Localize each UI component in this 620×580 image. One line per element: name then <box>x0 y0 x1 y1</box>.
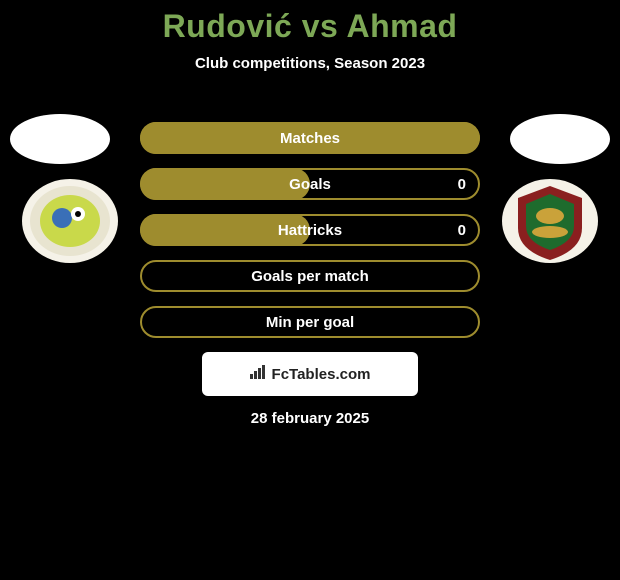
brand-chart-icon <box>250 365 268 383</box>
club-left-badge <box>20 178 120 264</box>
stat-bar-min-per-goal: Min per goal <box>140 306 480 338</box>
page-title: Rudović vs Ahmad <box>0 0 620 45</box>
stat-bar-matches: Matches <box>140 122 480 154</box>
stat-bars: MatchesGoals0Hattricks0Goals per matchMi… <box>140 122 480 352</box>
stat-bar-label: Min per goal <box>140 306 480 338</box>
brand-box: FcTables.com <box>202 352 418 396</box>
subtitle: Club competitions, Season 2023 <box>0 55 620 72</box>
stat-bar-label: Hattricks <box>140 214 480 246</box>
stat-bar-value: 0 <box>458 168 466 200</box>
stat-bar-goals-per-match: Goals per match <box>140 260 480 292</box>
stat-bar-label: Goals <box>140 168 480 200</box>
club-right-badge <box>500 178 600 264</box>
stat-bar-hattricks: Hattricks0 <box>140 214 480 246</box>
stat-bar-goals: Goals0 <box>140 168 480 200</box>
player-right-avatar <box>510 114 610 164</box>
stat-bar-value: 0 <box>458 214 466 246</box>
date-label: 28 february 2025 <box>0 410 620 427</box>
brand-label: FcTables.com <box>272 366 371 383</box>
stat-bar-label: Matches <box>140 122 480 154</box>
stat-bar-label: Goals per match <box>140 260 480 292</box>
player-left-avatar <box>10 114 110 164</box>
